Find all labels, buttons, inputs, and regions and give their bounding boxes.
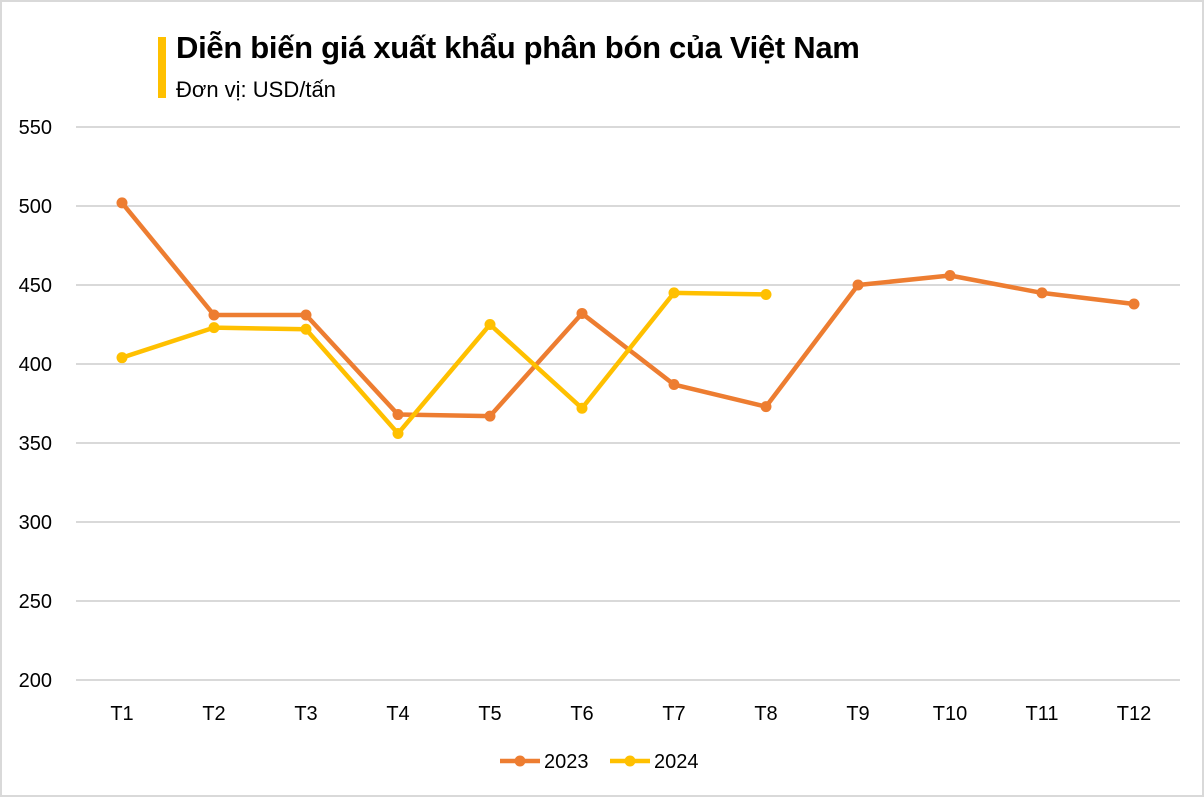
x-tick-label: T3 — [294, 703, 317, 725]
y-tick-label: 300 — [19, 512, 52, 534]
data-point-marker — [1036, 287, 1048, 299]
data-point-marker — [116, 197, 128, 209]
data-point-marker — [944, 270, 956, 282]
data-point-marker — [300, 323, 312, 335]
series-2024 — [116, 287, 772, 440]
legend-marker-icon — [514, 755, 526, 767]
data-point-marker — [760, 401, 772, 413]
data-point-marker — [392, 428, 404, 440]
data-point-marker — [300, 309, 312, 321]
x-tick-label: T9 — [846, 703, 869, 725]
legend-item-2024: 2024 — [610, 751, 699, 773]
series-2023 — [116, 197, 1140, 422]
data-point-marker — [576, 307, 588, 319]
data-point-marker — [484, 319, 496, 330]
data-point-marker — [116, 352, 128, 364]
series-line — [119, 290, 769, 436]
data-point-marker — [484, 410, 496, 422]
legend-label: 2024 — [654, 751, 699, 773]
x-tick-label: T5 — [478, 703, 501, 725]
x-tick-label: T2 — [202, 703, 225, 725]
y-tick-label: 200 — [19, 670, 52, 692]
data-point-marker — [668, 379, 680, 391]
y-tick-label: 350 — [19, 433, 52, 455]
data-point-marker — [208, 309, 220, 321]
x-tick-label: T10 — [933, 703, 967, 725]
legend: 2023 2024 — [500, 751, 699, 773]
data-point-marker — [852, 279, 864, 291]
chart-title: Diễn biến giá xuất khẩu phân bón của Việ… — [176, 30, 860, 65]
y-tick-label: 550 — [19, 117, 52, 139]
data-point-marker — [760, 288, 772, 300]
y-tick-label: 400 — [19, 354, 52, 376]
data-point-marker — [392, 409, 404, 421]
x-axis-labels: T1 T2 T3 T4 T5 T6 T7 T8 T9 T10 T11 T12 — [110, 703, 1151, 725]
x-tick-label: T11 — [1026, 703, 1059, 725]
x-tick-label: T1 — [110, 703, 133, 725]
y-axis-labels: 200 250 300 350 400 450 500 550 — [19, 117, 52, 692]
x-tick-label: T12 — [1117, 703, 1151, 725]
gridlines — [76, 126, 1180, 681]
legend-marker-icon — [624, 755, 636, 767]
y-tick-label: 450 — [19, 275, 52, 297]
legend-label: 2023 — [544, 751, 589, 773]
data-series — [116, 197, 1140, 440]
x-tick-label: T8 — [754, 703, 777, 725]
y-tick-label: 500 — [19, 196, 52, 218]
legend-item-2023: 2023 — [500, 751, 589, 773]
title-accent-bar — [158, 37, 166, 98]
series-line — [119, 200, 1137, 419]
x-tick-label: T4 — [386, 703, 409, 725]
data-point-marker — [1128, 298, 1140, 310]
data-point-marker — [576, 402, 588, 414]
x-tick-label: T6 — [570, 703, 593, 725]
data-point-marker — [668, 287, 680, 299]
y-tick-label: 250 — [19, 591, 52, 613]
data-point-marker — [208, 322, 220, 334]
x-tick-label: T7 — [662, 703, 685, 725]
chart-subtitle: Đơn vị: USD/tấn — [176, 77, 336, 102]
